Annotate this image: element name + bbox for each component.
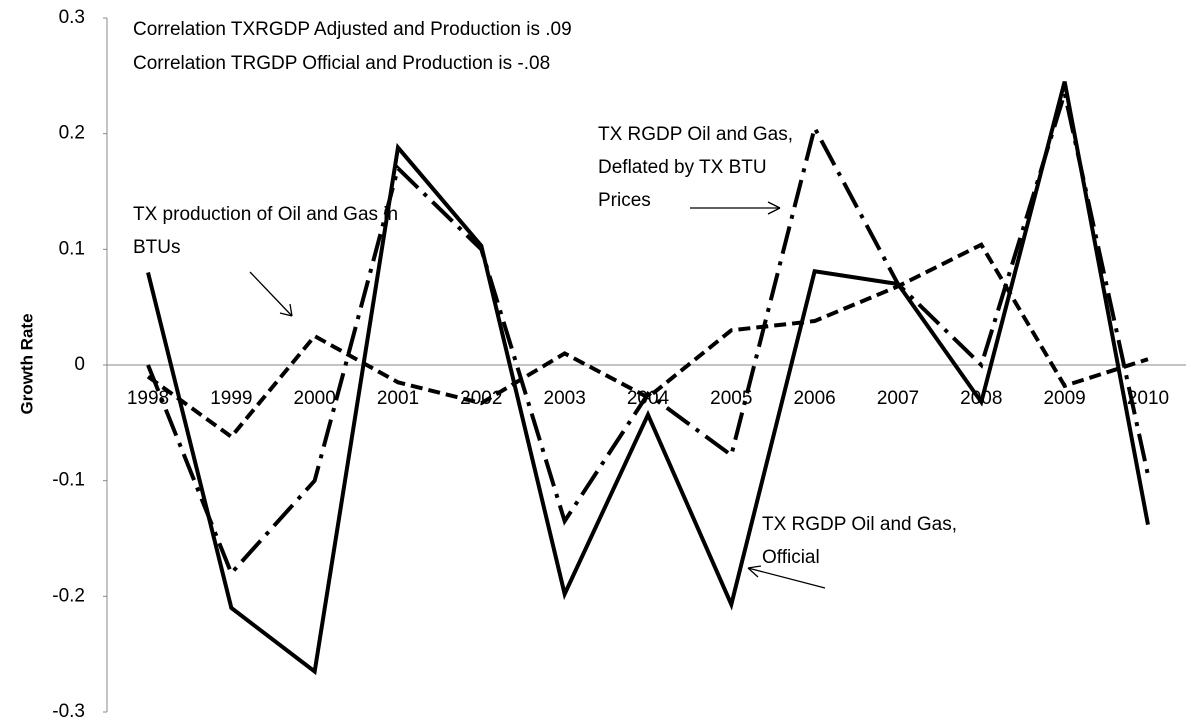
line-series xyxy=(146,85,1150,577)
x-tick-label: 1999 xyxy=(210,388,252,409)
x-tick-label: 2009 xyxy=(1043,388,1085,409)
y-tick-label: -0.2 xyxy=(52,585,85,606)
series-label-text: TX production of Oil and Gas in BTUs xyxy=(133,204,399,258)
y-tick-label: 0.1 xyxy=(59,238,85,259)
annotation: Correlation TRGDP Official and Productio… xyxy=(133,53,550,74)
series-label: TX RGDP Oil and Gas, Official xyxy=(762,514,957,568)
series-label-text: TX RGDP Oil and Gas, Official xyxy=(762,514,957,568)
y-tick-label: 0.3 xyxy=(59,7,85,28)
x-tick-label: 2002 xyxy=(460,388,502,409)
x-tick-label: 2007 xyxy=(877,388,919,409)
series-label: TX production of Oil and Gas in BTUs xyxy=(133,204,399,258)
line-series xyxy=(146,81,1150,676)
line-series xyxy=(146,242,1149,440)
y-tick-label: 0.2 xyxy=(59,123,85,144)
arrow xyxy=(690,201,781,215)
arrow xyxy=(249,271,293,317)
x-tick-label: 2001 xyxy=(377,388,419,409)
x-tick-label: 2010 xyxy=(1127,388,1169,409)
x-tick-label: 2006 xyxy=(793,388,835,409)
y-tick-label: -0.1 xyxy=(52,470,85,491)
y-axis-title: Growth Rate xyxy=(17,313,36,414)
x-tick-label: 2003 xyxy=(544,388,586,409)
arrow xyxy=(747,565,826,589)
arrows xyxy=(249,201,826,589)
x-tick-label: 2000 xyxy=(294,388,336,409)
y-tick-label: 0 xyxy=(74,354,85,375)
x-tick-label: 2005 xyxy=(710,388,752,409)
x-tick-label: 1998 xyxy=(127,388,169,409)
annotation: Correlation TXRGDP Adjusted and Producti… xyxy=(133,19,572,40)
y-tick-label: -0.3 xyxy=(52,701,85,722)
series-label: TX RGDP Oil and Gas, Deflated by TX BTU … xyxy=(598,124,793,211)
series-label-text: TX RGDP Oil and Gas, Deflated by TX BTU … xyxy=(598,124,793,211)
